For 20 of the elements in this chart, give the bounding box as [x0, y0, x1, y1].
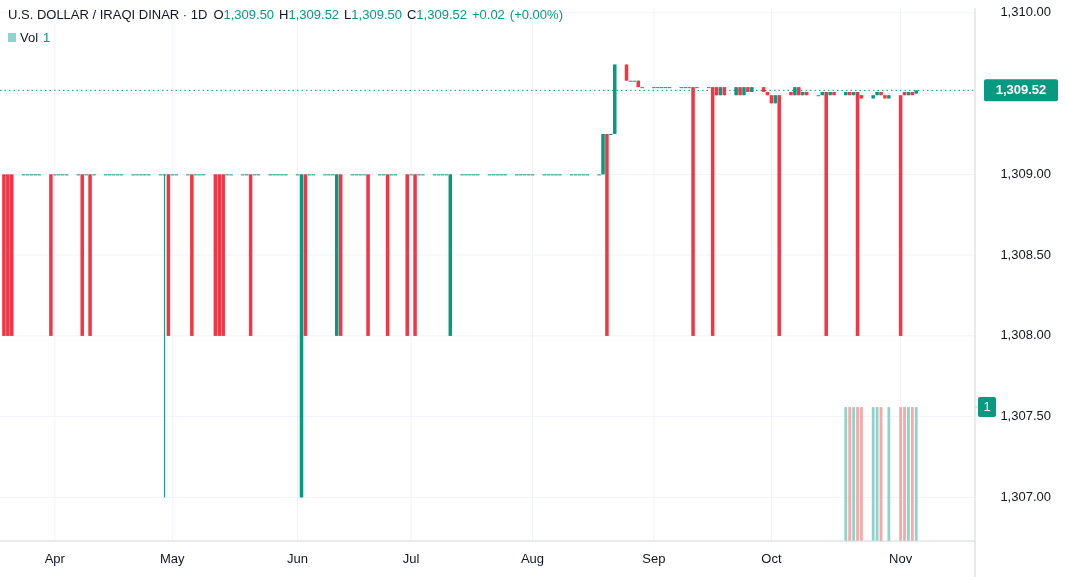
y2-tick-label: 1 [983, 398, 991, 414]
y-tick-label: 1,310.00 [1000, 4, 1051, 20]
x-tick-label: Jun [287, 551, 309, 567]
y-tick-label: 1,308.00 [1000, 327, 1051, 343]
x-tick-label: Jul [402, 551, 420, 567]
y-tick-label: 1,309.00 [1000, 165, 1051, 181]
x-tick-label: Sep [642, 551, 666, 567]
x-tick-label: Apr [44, 551, 66, 567]
x-tick-label: Aug [520, 551, 545, 567]
x-tick-label: Oct [761, 551, 782, 567]
y-tick-label: 1,307.50 [1000, 408, 1051, 424]
x-tick-label: May [160, 551, 186, 567]
legend-label: Vol [20, 30, 39, 45]
annotation: 1 [43, 30, 51, 45]
text: O1,309.50 H1,309.52 L1,309.50 C1,309.52 +0.02 (+0.00%) [213, 7, 563, 22]
y-tick-label: 1,307.00 [1000, 488, 1051, 504]
y-tick-label: 1,308.50 [1000, 246, 1051, 262]
ref-line-label: 1,309.52 [995, 81, 1047, 97]
chart-title: U.S. DOLLAR / IRAQI DINAR · 1D [8, 7, 208, 22]
x-tick-label: Nov [889, 551, 913, 567]
